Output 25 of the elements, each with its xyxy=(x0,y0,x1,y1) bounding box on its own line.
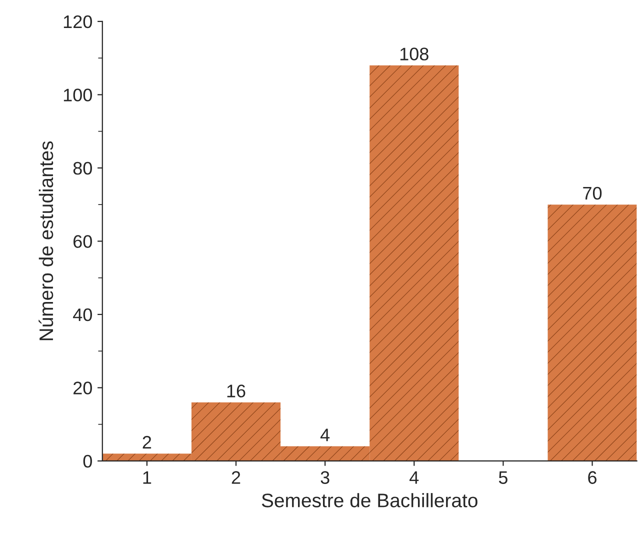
data-label: 16 xyxy=(227,384,246,398)
data-label: 108 xyxy=(400,48,428,60)
x-tick-label: 3 xyxy=(320,471,330,484)
y-tick-label: 40 xyxy=(73,308,92,322)
bar xyxy=(548,204,637,461)
y-tick-label: 100 xyxy=(64,88,92,102)
x-axis-title: Semestre de Bachillerato xyxy=(262,493,478,508)
bar xyxy=(280,446,370,461)
x-tick-label: 6 xyxy=(588,471,596,484)
data-label: 2 xyxy=(142,436,152,448)
y-tick-label: 20 xyxy=(74,382,92,394)
y-axis-title: Número de estudiantes xyxy=(38,141,54,340)
data-label: 70 xyxy=(583,186,602,200)
x-tick-label: 2 xyxy=(232,471,240,484)
y-tick-label: 0 xyxy=(83,454,92,468)
x-tick-label: 4 xyxy=(410,471,419,484)
bar xyxy=(191,402,281,461)
y-tick-label: 80 xyxy=(73,162,92,175)
x-tick-label: 5 xyxy=(498,471,508,484)
y-tick-label: 60 xyxy=(74,235,92,248)
bar xyxy=(102,454,192,461)
y-tick-label: 120 xyxy=(64,15,92,28)
data-label: 4 xyxy=(320,428,330,442)
bar xyxy=(370,65,459,461)
x-tick-label: 1 xyxy=(143,471,152,484)
